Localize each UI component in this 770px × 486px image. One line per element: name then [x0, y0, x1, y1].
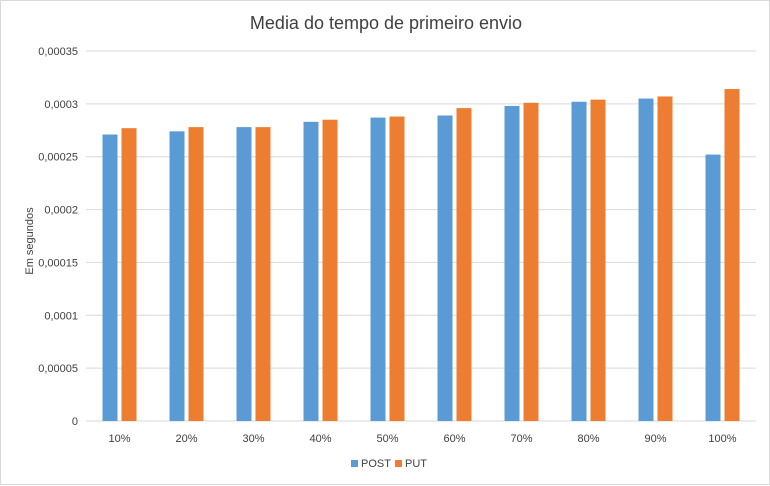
y-tick-label: 0,0001	[44, 310, 78, 322]
legend: POST PUT	[351, 458, 427, 470]
bar-post-0	[102, 134, 118, 421]
legend-label-put: PUT	[405, 458, 427, 470]
y-tick-label: 0,00035	[38, 46, 78, 58]
bar-put-1	[188, 127, 204, 421]
y-tick-label: 0	[72, 416, 78, 428]
x-tick-label: 20%	[175, 433, 197, 445]
y-axis-ticks: 0 0,00005 0,0001 0,00015 0,0002 0,00025 0,0003…	[38, 46, 78, 428]
y-tick-label: 0,00015	[38, 257, 78, 269]
x-tick-label: 50%	[376, 433, 398, 445]
y-tick-label: 0,0003	[44, 99, 78, 111]
x-tick-label: 60%	[443, 433, 465, 445]
y-tick-label: 0,00025	[38, 152, 78, 164]
x-axis-ticks: 10% 20% 30% 40% 50% 60% 70% 80% 90% 100%	[108, 433, 736, 445]
bar-post-3	[303, 121, 319, 421]
bar-post-9	[705, 154, 721, 421]
bar-put-2	[255, 127, 271, 421]
bar-post-1	[169, 131, 185, 422]
bar-post-5	[437, 115, 453, 421]
bar-put-3	[322, 119, 338, 421]
bar-post-6	[504, 105, 520, 421]
y-tick-label: 0,00005	[38, 363, 78, 375]
x-tick-label: 70%	[510, 433, 532, 445]
bar-put-8	[657, 96, 673, 421]
bar-put-5	[456, 108, 472, 421]
y-tick-label: 0,0002	[44, 205, 78, 217]
bar-post-7	[571, 101, 587, 421]
bar-put-4	[389, 116, 405, 422]
gridlines	[86, 50, 756, 422]
legend-label-post: POST	[361, 458, 391, 470]
bar-put-7	[590, 99, 606, 421]
x-tick-label: 90%	[644, 433, 666, 445]
x-tick-label: 40%	[309, 433, 331, 445]
x-tick-label: 30%	[242, 433, 264, 445]
x-tick-label: 80%	[577, 433, 599, 445]
x-tick-label: 100%	[708, 433, 736, 445]
y-axis-title: Em segundos	[24, 207, 36, 275]
bar-put-0	[121, 128, 137, 421]
bar-put-9	[724, 89, 740, 422]
x-tick-label: 10%	[108, 433, 130, 445]
chart-title: Media do tempo de primeiro envio	[250, 13, 522, 33]
bar-put-6	[523, 102, 539, 422]
bar-post-2	[236, 127, 252, 421]
bar-post-4	[370, 117, 386, 421]
legend-swatch-post	[351, 460, 358, 467]
bars	[102, 89, 740, 422]
legend-swatch-put	[395, 460, 402, 467]
bar-post-8	[638, 98, 654, 422]
